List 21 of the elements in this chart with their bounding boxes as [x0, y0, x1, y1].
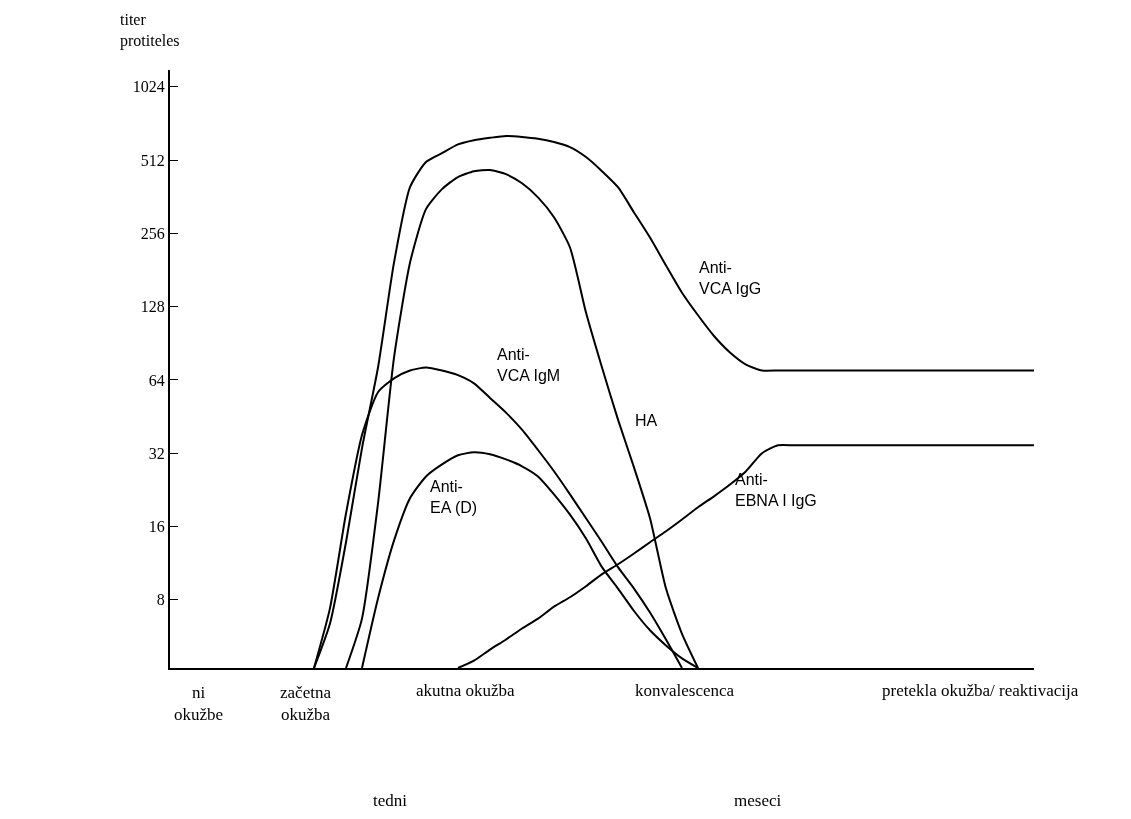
text: meseci	[734, 791, 782, 810]
y-tick-label: 64	[148, 371, 165, 389]
y-tick-label: 512	[140, 151, 165, 169]
series-label: Anti- EA (D)	[430, 478, 478, 516]
text: pretekla okužba/ reaktivacija	[882, 681, 1079, 700]
text: tedni	[373, 791, 408, 810]
y-tick-label: 128	[140, 298, 165, 316]
text: konvalescenca	[635, 681, 735, 700]
text: ni okužbe	[174, 683, 224, 725]
y-tick-label: 1024	[132, 78, 165, 96]
series-label: Anti- VCA IgM	[497, 346, 561, 384]
text: akutna okužba	[416, 681, 516, 700]
y-tick-label: 32	[148, 444, 165, 462]
y-tick-label: 16	[148, 518, 165, 536]
series-label: Anti- EBNA I IgG	[735, 471, 817, 509]
series-label: Anti- VCA IgG	[699, 259, 762, 297]
series-label: HA	[635, 412, 658, 429]
y-tick-label: 256	[140, 224, 165, 242]
y-axis-title: titer protiteles	[120, 11, 180, 50]
text: začetna okužba	[280, 683, 332, 725]
y-tick-label: 8	[156, 591, 165, 609]
